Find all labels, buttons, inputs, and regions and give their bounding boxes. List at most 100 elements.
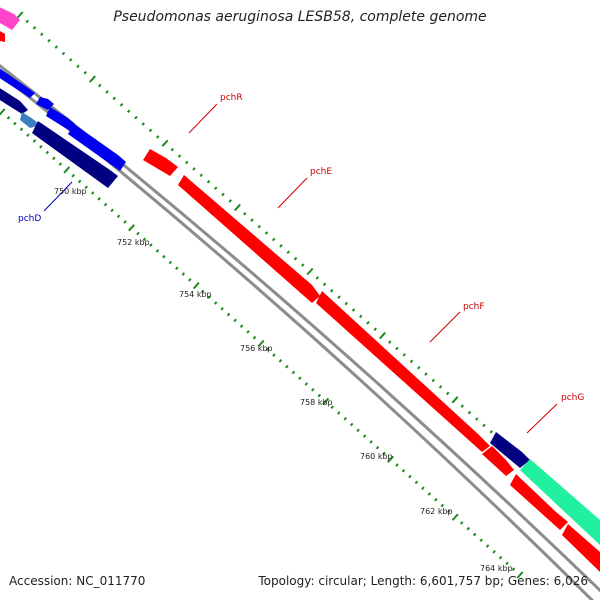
inner-tick-77 bbox=[498, 555, 503, 560]
inner-tick-33 bbox=[213, 301, 218, 305]
pchD-callout-line bbox=[43, 181, 73, 212]
gene-red-topleft[interactable] bbox=[0, 28, 5, 42]
outer-tick-43 bbox=[330, 288, 334, 293]
outer-tick-51 bbox=[388, 340, 392, 344]
pchR-callout-line bbox=[188, 103, 218, 134]
pchF-callout-line bbox=[429, 311, 461, 343]
gene-pchR[interactable] bbox=[143, 149, 178, 176]
inner-tick-7 bbox=[45, 150, 50, 155]
gene-red-4[interactable] bbox=[482, 446, 514, 476]
outer-tick-24 bbox=[192, 167, 196, 171]
scale-label-752: 752 kbp bbox=[117, 238, 150, 247]
inner-tick-27 bbox=[175, 266, 179, 271]
scale-label-754: 754 kbp bbox=[179, 290, 212, 299]
gene-blue-1[interactable] bbox=[0, 65, 35, 98]
outer-tick-53 bbox=[402, 353, 406, 357]
outer-tick-3 bbox=[40, 32, 44, 37]
inner-tick-42 bbox=[272, 353, 276, 357]
inner-tick-55 bbox=[356, 428, 360, 433]
inner-tick-75 bbox=[485, 544, 490, 548]
inner-tick-69 bbox=[447, 509, 451, 514]
gene-label-pchG: pchG bbox=[561, 393, 584, 403]
inner-tick-48 bbox=[311, 388, 315, 392]
inner-tick-51 bbox=[330, 405, 334, 409]
inner-tick-35 bbox=[226, 312, 231, 317]
inner-tick-58 bbox=[375, 445, 380, 450]
outer-tick-4 bbox=[47, 38, 51, 43]
gene-red-6[interactable] bbox=[562, 524, 600, 572]
inner-tick-29 bbox=[188, 278, 192, 282]
outer-tick-12 bbox=[105, 90, 109, 94]
outer-tick-29 bbox=[228, 199, 232, 203]
inner-tick-44 bbox=[285, 364, 289, 369]
inner-tick-8 bbox=[52, 156, 56, 161]
gene-aqua-1[interactable] bbox=[520, 459, 600, 545]
inner-tick-43 bbox=[278, 359, 283, 363]
gene-navy-pchD[interactable] bbox=[32, 121, 118, 188]
inner-tick-74 bbox=[479, 538, 483, 543]
inner-tick-17 bbox=[110, 208, 114, 213]
outer-tick-5 bbox=[54, 45, 58, 49]
gene-pchE[interactable] bbox=[178, 175, 320, 303]
outer-tick-21 bbox=[170, 147, 174, 152]
inner-tick-39 bbox=[252, 335, 257, 340]
outer-tick-11 bbox=[98, 83, 102, 88]
inner-tick-5 bbox=[32, 139, 37, 143]
inner-tick-19 bbox=[123, 220, 127, 224]
gene-red-5[interactable] bbox=[510, 474, 568, 530]
outer-tick-58 bbox=[438, 385, 443, 389]
gene-pink-1[interactable] bbox=[0, 5, 20, 30]
inner-tick-12 bbox=[77, 179, 82, 184]
inner-tick-79 bbox=[511, 567, 516, 571]
inner-tick-16 bbox=[103, 202, 108, 207]
scale-label-764: 764 kbp bbox=[480, 564, 513, 573]
gene-blue-4[interactable] bbox=[68, 124, 126, 171]
inner-tick-53 bbox=[343, 416, 347, 421]
outer-tick-32 bbox=[250, 218, 254, 222]
outer-tick-64 bbox=[482, 423, 486, 428]
scale-label-750: 750 kbp bbox=[54, 187, 87, 196]
inner-tick-76 bbox=[492, 550, 496, 554]
gene-blue-3[interactable] bbox=[46, 107, 75, 131]
inner-tick-50 bbox=[322, 397, 330, 406]
outer-tick-37 bbox=[286, 250, 290, 255]
outer-tick-31 bbox=[243, 212, 247, 216]
outer-tick-17 bbox=[141, 122, 145, 126]
outer-tick-62 bbox=[467, 410, 472, 415]
outer-tick-55 bbox=[417, 365, 421, 370]
inner-tick-36 bbox=[233, 318, 237, 323]
gene-pchG[interactable] bbox=[490, 432, 530, 468]
outer-tick-39 bbox=[301, 263, 305, 267]
outer-scale-ticks bbox=[16, 11, 600, 532]
outer-tick-61 bbox=[460, 404, 464, 408]
gene-navy-1[interactable] bbox=[0, 85, 28, 114]
inner-tick-24 bbox=[155, 249, 160, 253]
inner-tick-15 bbox=[97, 197, 101, 201]
outer-tick-44 bbox=[337, 295, 341, 299]
outer-tick-8 bbox=[76, 64, 80, 69]
outer-tick-57 bbox=[431, 378, 435, 383]
inner-tick-18 bbox=[116, 214, 121, 218]
outer-tick-50 bbox=[379, 331, 386, 340]
inner-tick-71 bbox=[459, 521, 464, 525]
map-title: Pseudomonas aeruginosa LESB58, complete … bbox=[113, 9, 487, 25]
inner-tick-31 bbox=[200, 289, 205, 294]
outer-tick-19 bbox=[156, 135, 160, 139]
inner-tick-21 bbox=[136, 231, 140, 236]
inner-tick-80 bbox=[516, 571, 524, 579]
inner-tick-65 bbox=[421, 486, 425, 490]
gene-blue-2[interactable] bbox=[36, 97, 54, 110]
inner-tick-34 bbox=[220, 307, 224, 311]
outer-tick-48 bbox=[366, 321, 370, 325]
inner-tick-38 bbox=[246, 330, 250, 334]
scale-label-760: 760 kbp bbox=[360, 452, 393, 461]
gene-lightblue-1[interactable] bbox=[20, 112, 40, 128]
outer-tick-65 bbox=[489, 430, 493, 434]
gene-pchF[interactable] bbox=[316, 291, 490, 452]
inner-tick-78 bbox=[505, 561, 509, 566]
inner-tick-13 bbox=[84, 185, 88, 190]
outer-tick-41 bbox=[315, 276, 319, 280]
outer-tick-28 bbox=[221, 192, 225, 197]
inner-tick-66 bbox=[427, 492, 432, 496]
outer-tick-6 bbox=[61, 51, 66, 56]
